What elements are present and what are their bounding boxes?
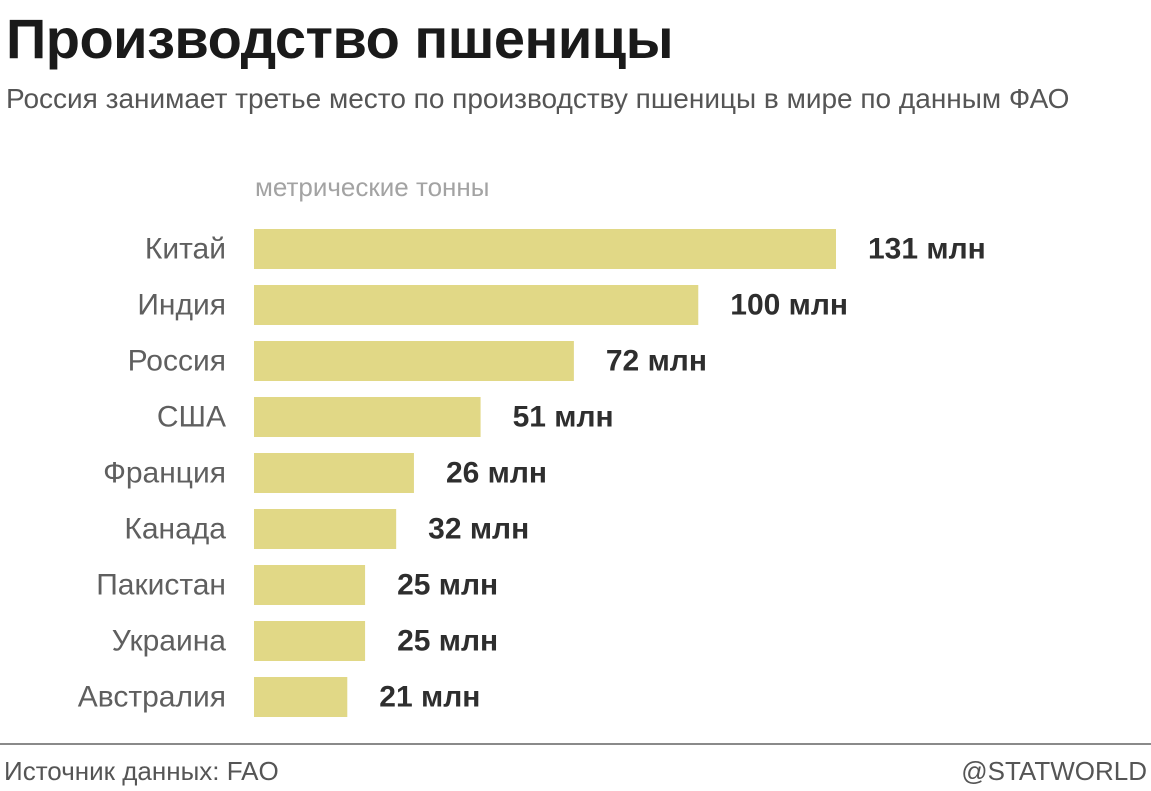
value-label: 21 млн — [379, 681, 480, 714]
category-label: Россия — [128, 345, 226, 378]
chart-subtitle: Россия занимает третье место по производ… — [6, 83, 1070, 114]
bar — [254, 341, 574, 381]
unit-label: метрические тонны — [255, 172, 490, 202]
bar — [254, 509, 397, 549]
value-label: 131 млн — [868, 233, 986, 266]
value-label: 72 млн — [606, 345, 707, 378]
category-label: Индия — [137, 289, 226, 322]
bar — [254, 285, 699, 325]
bar-chart: Китай 131 млн Индия 100 млн Россия 72 млн США 5… — [78, 229, 986, 717]
footer-divider — [0, 743, 1151, 745]
bar — [254, 565, 366, 605]
bar — [254, 229, 836, 269]
brand-handle: @STATWORLD — [961, 756, 1147, 786]
value-label: 25 млн — [397, 625, 498, 658]
value-label: 32 млн — [428, 513, 529, 546]
value-label: 51 млн — [513, 401, 614, 434]
bar — [254, 677, 348, 717]
bar — [254, 453, 414, 493]
source-note: Источник данных: FAO — [4, 756, 279, 786]
category-label: Канада — [124, 513, 226, 546]
category-label: Австралия — [78, 681, 226, 714]
value-label: 26 млн — [446, 457, 547, 490]
category-label: Пакистан — [96, 569, 226, 602]
value-label: 100 млн — [730, 289, 848, 322]
bar — [254, 397, 481, 437]
category-label: США — [157, 401, 226, 434]
category-label: Франция — [103, 457, 226, 490]
category-label: Украина — [112, 625, 227, 658]
category-label: Китай — [145, 233, 226, 266]
value-label: 25 млн — [397, 569, 498, 602]
chart-title: Производство пшеницы — [6, 7, 674, 70]
bar — [254, 621, 366, 661]
